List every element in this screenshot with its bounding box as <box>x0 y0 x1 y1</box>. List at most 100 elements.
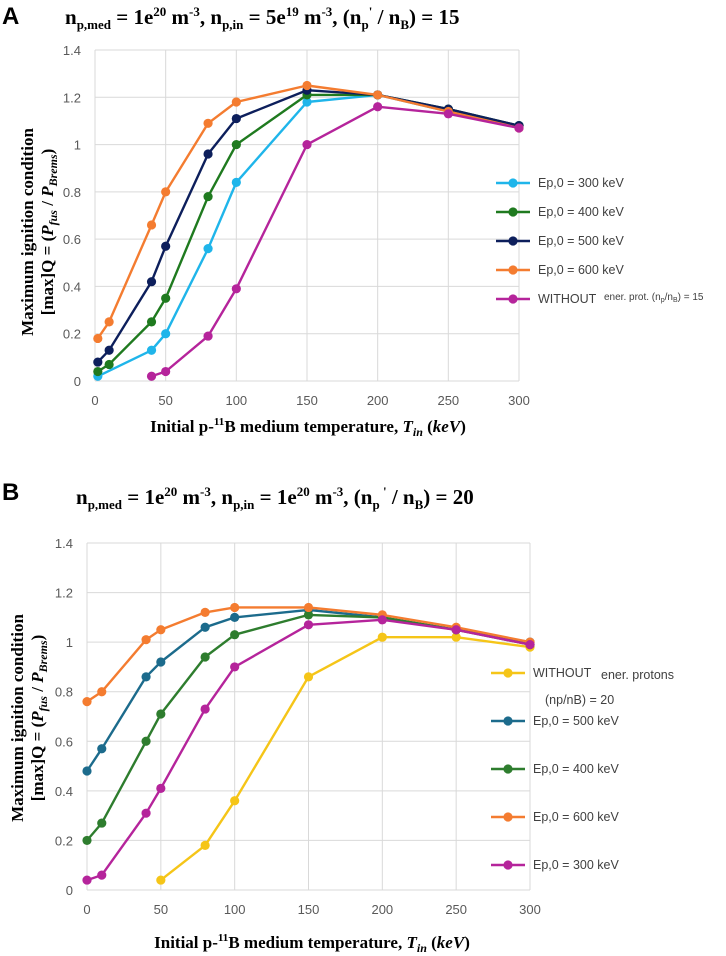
panel-b-xlabel: Initial p-11B medium temperature, Tin (k… <box>154 932 470 955</box>
panel-a-legend-label: Ep,0 = 300 keV <box>538 176 624 190</box>
panel-b-legend-note-1: ener. protons <box>601 668 674 682</box>
panel-b-data-point <box>156 657 166 667</box>
panel-a-xtick-label: 300 <box>508 393 530 408</box>
panel-b-xtick-label: 150 <box>298 902 320 917</box>
panel-b-legend-swatch-marker <box>503 812 513 822</box>
panel-b-title: np,med = 1e20 m-3, np,in = 1e20 m-3, (np… <box>76 484 474 512</box>
panel-a-data-point <box>203 149 213 159</box>
panel-a-plot: 0 0.2 0.4 0.6 0.8 1 1.2 1.4 0 50 100 150 200 250 300 <box>63 43 530 408</box>
panel-b-ylabel-line1: Maximum ignition condition <box>8 614 27 822</box>
panel-a-data-point <box>93 366 103 377</box>
panel-a-legend: Ep,0 = 300 keV Ep,0 = 400 keV Ep,0 = 500 k… <box>496 176 624 306</box>
panel-b-plot: 0 0.2 0.4 0.6 0.8 1 1.2 1.4 0 50 100 150 200 250 300 <box>55 536 541 917</box>
panel-a-data-point <box>146 345 157 355</box>
panel-a-ytick-label: 0.4 <box>63 279 81 294</box>
panel-b-data-point <box>82 766 92 776</box>
panel-b-data-point <box>141 736 151 746</box>
panel-a-xtick-label: 0 <box>91 393 98 408</box>
panel-a-ytick-label: 0.8 <box>63 185 81 200</box>
panel-b-xtick-label: 250 <box>445 902 467 917</box>
panel-b-ytick-label: 0 <box>66 883 73 898</box>
panel-b-data-point <box>377 632 387 642</box>
panel-a-series-line <box>96 88 520 363</box>
panel-a-xtick-label: 150 <box>296 393 318 408</box>
panel-a-data-point <box>161 293 171 303</box>
panel-b-legend-label: Ep,0 = 500 keV <box>533 714 619 728</box>
panel-b-legend-note-2: (np/nB) = 20 <box>545 693 614 707</box>
panel-b-data-point <box>451 625 461 635</box>
panel-a-data-point <box>302 97 312 107</box>
panel-a-data-point <box>146 220 157 230</box>
panel-a-letter: A <box>2 3 19 30</box>
panel-b-data-point <box>451 632 461 642</box>
panel-b-series-line <box>86 618 531 882</box>
panel-a-ytick-label: 1 <box>74 138 81 153</box>
panel-b-data-point <box>97 744 107 754</box>
panel-a-data-point <box>302 139 312 150</box>
panel-a-data-point <box>514 123 524 133</box>
panel-a: A np,med = 1e20 m-3, np,in = 5e19 m-3, (… <box>2 3 704 439</box>
panel-b-data-point <box>230 630 240 640</box>
panel-b-letter: B <box>2 479 19 506</box>
panel-a-data-point <box>161 241 171 251</box>
panel-b-ytick-label: 0.8 <box>55 685 73 700</box>
panel-b-data-point <box>82 875 92 885</box>
panel-a-data-point <box>443 109 453 119</box>
panel-a-data-point <box>203 244 213 254</box>
panel-a-series-line <box>151 105 520 378</box>
panel-a-data-point <box>161 329 171 339</box>
panel-b-data-point <box>303 610 314 620</box>
panel-a-legend-label: Ep,0 = 500 keV <box>538 234 624 248</box>
panel-b-legend-label: Ep,0 = 400 keV <box>533 762 619 776</box>
panel-a-xtick-label: 50 <box>158 393 172 408</box>
panel-b-legend: WITHOUT Ep,0 = 500 keV Ep,0 = 400 keV Ep,0 … <box>491 666 619 872</box>
panel-b-legend-swatch-marker <box>503 716 513 726</box>
panel-a-data-point <box>146 371 157 381</box>
panel-a-legend-note: ener. prot. (np/nB) = 15 <box>604 292 704 304</box>
panel-b-data-point <box>82 697 92 707</box>
panel-a-data-point <box>231 177 241 187</box>
panel-b-xtick-label: 300 <box>519 902 541 917</box>
panel-a-xlabel: Initial p-11B medium temperature, Tin (k… <box>150 416 466 439</box>
panel-a-data-point <box>104 317 114 327</box>
panel-a-ytick-label: 0 <box>74 374 81 389</box>
panel-b-ytick-label: 0.4 <box>55 784 73 799</box>
panel-a-legend-label: Ep,0 = 600 keV <box>538 263 624 277</box>
panel-a-ytick-label: 0.6 <box>63 232 81 247</box>
panel-b-xtick-label: 200 <box>371 902 393 917</box>
panel-b-data-point <box>200 840 210 850</box>
panel-a-data-point <box>104 345 114 355</box>
panel-a-data-point <box>146 277 157 287</box>
panel-b-data-point <box>200 652 210 662</box>
panel-a-legend-swatch-marker <box>508 236 518 246</box>
panel-a-data-point <box>203 331 213 341</box>
panel-b-data-point <box>377 615 387 625</box>
panel-b-data-point <box>156 625 166 635</box>
panel-a-data-point <box>203 191 213 202</box>
panel-b-data-point <box>230 662 240 672</box>
panel-b-legend-swatch-marker <box>503 764 513 774</box>
panel-a-legend-swatch-marker <box>508 265 518 275</box>
panel-a-data-point <box>161 366 171 377</box>
panel-a-data-point <box>93 333 103 344</box>
panel-b-data-point <box>141 672 151 682</box>
panel-a-ylabel-line1: Maximum ignition condition <box>18 128 37 336</box>
panel-a-data-point <box>104 359 114 370</box>
panel-a-legend-label: Ep,0 = 400 keV <box>538 205 624 219</box>
panel-b-ytick-label: 0.6 <box>55 734 73 749</box>
panel-b-data-point <box>200 622 210 632</box>
panel-b-xtick-label: 0 <box>83 902 90 917</box>
panel-b-data-point <box>156 783 166 793</box>
panel-b-series-line <box>86 606 531 703</box>
panel-b-data-point <box>200 607 210 618</box>
panel-a-ytick-label: 1.4 <box>63 43 81 58</box>
panel-b-data-point <box>97 818 107 828</box>
panel-a-ytick-label: 0.2 <box>63 327 81 342</box>
panel-a-data-point <box>302 80 312 91</box>
panel-b-data-point <box>230 796 240 806</box>
panel-b-series-line <box>160 636 531 882</box>
panel-a-data-point <box>373 102 383 112</box>
panel-a-data-point <box>231 97 241 107</box>
panel-a-legend-swatch-marker <box>508 294 518 304</box>
